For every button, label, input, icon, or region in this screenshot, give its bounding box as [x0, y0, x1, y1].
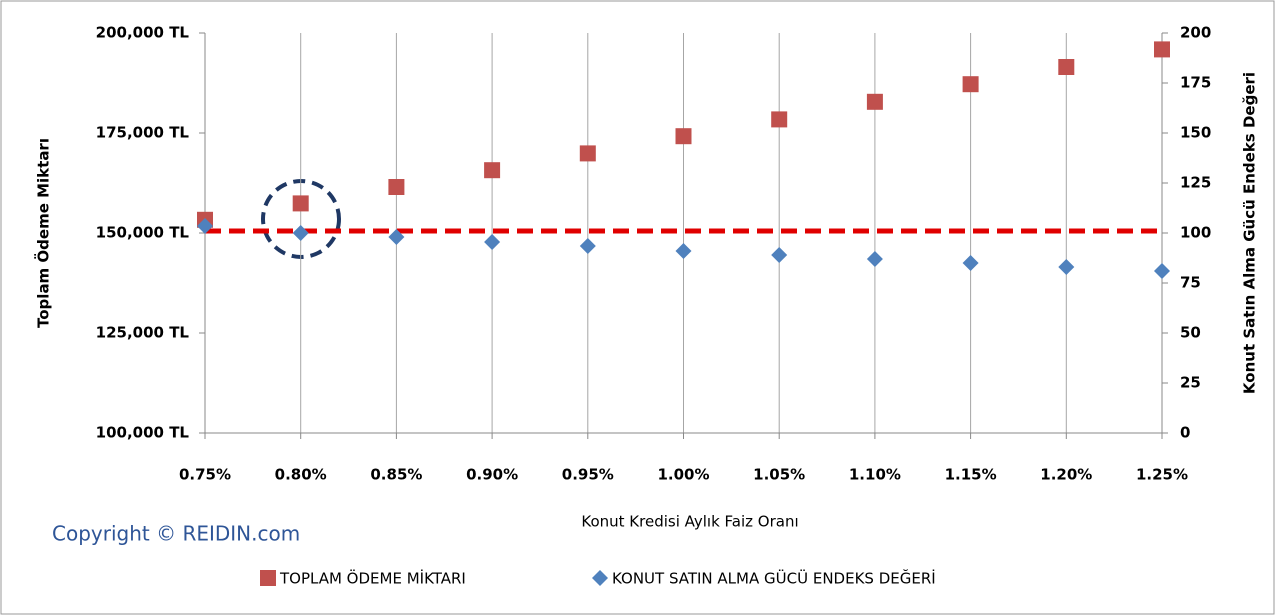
legend-marker: [260, 570, 276, 586]
point: [197, 218, 213, 234]
point: [484, 162, 501, 179]
x-tick-label: 1.25%: [1136, 466, 1188, 484]
x-tick-label: 1.10%: [849, 466, 901, 484]
point: [1154, 41, 1170, 58]
x-tick-label: 1.15%: [945, 466, 997, 484]
y2-tick-label: 200: [1180, 24, 1211, 42]
y-axis-title: Toplam Ödeme Miktarı: [34, 138, 53, 328]
legend-label: TOPLAM ÖDEME MİKTARI: [279, 569, 466, 588]
point: [292, 225, 309, 241]
x-axis-title: Konut Kredisi Aylık Faiz Oranı: [581, 513, 798, 531]
y2-tick-label: 150: [1180, 124, 1211, 142]
point: [866, 251, 883, 267]
x-tick-label: 0.75%: [179, 466, 231, 484]
point: [388, 179, 405, 195]
y-tick-label: 125,000 TL: [96, 324, 190, 342]
point: [579, 238, 596, 254]
legend-marker: [592, 570, 608, 586]
point: [866, 93, 883, 110]
point: [1058, 259, 1075, 275]
y2-tick-label: 175: [1180, 74, 1211, 92]
point: [292, 195, 309, 212]
point: [579, 145, 596, 162]
y-tick-label: 200,000 TL: [96, 24, 190, 42]
x-tick-label: 1.20%: [1040, 466, 1092, 484]
x-tick-label: 0.85%: [370, 466, 422, 484]
point: [771, 247, 788, 263]
copyright: Copyright © REIDIN.com: [52, 522, 300, 546]
y2-tick-label: 75: [1180, 274, 1201, 292]
point: [1058, 59, 1075, 75]
y2-tick-label: 100: [1180, 224, 1211, 242]
point: [388, 229, 405, 245]
x-tick-label: 0.80%: [275, 466, 327, 484]
point: [962, 255, 979, 271]
point: [1154, 263, 1170, 279]
y-tick-label: 175,000 TL: [96, 124, 190, 142]
y2-tick-label: 50: [1180, 324, 1201, 342]
y-tick-label: 150,000 TL: [96, 224, 190, 242]
point: [675, 128, 692, 145]
y2-tick-label: 25: [1180, 374, 1201, 392]
point: [962, 76, 979, 93]
y2-axis-title: Konut Satın Alma Gücü Endeks Değeri: [1241, 72, 1259, 394]
y-tick-label: 100,000 TL: [96, 424, 190, 442]
point: [675, 243, 692, 259]
point: [484, 234, 501, 250]
x-tick-label: 1.05%: [753, 466, 805, 484]
point: [771, 111, 788, 128]
x-tick-label: 0.90%: [466, 466, 518, 484]
y2-tick-label: 0: [1180, 424, 1190, 442]
x-tick-label: 1.00%: [657, 466, 709, 484]
x-tick-label: 0.95%: [562, 466, 614, 484]
y2-tick-label: 125: [1180, 174, 1211, 192]
legend-label: KONUT SATIN ALMA GÜCÜ ENDEKS DEĞERİ: [612, 569, 936, 588]
